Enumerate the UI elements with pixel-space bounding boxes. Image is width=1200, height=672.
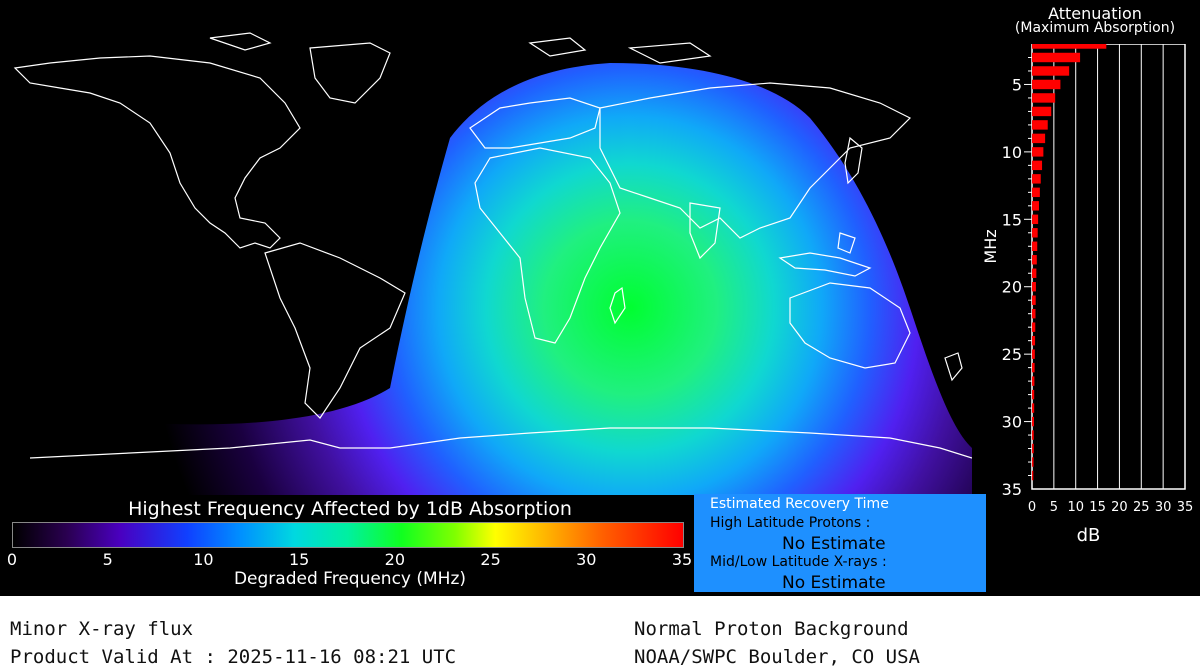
- attenuation-bar: [1032, 201, 1039, 211]
- x-tick-label: 30: [1155, 500, 1172, 515]
- y-tick-label: 15: [1002, 210, 1022, 229]
- map-graphic: [10, 8, 972, 495]
- attenuation-bar: [1032, 389, 1035, 400]
- attenuation-bar: [1032, 308, 1036, 319]
- attenuation-bar: [1032, 160, 1043, 171]
- attenuation-bar: [1032, 322, 1036, 332]
- attenuation-bar: [1032, 66, 1070, 76]
- attenuation-bar: [1032, 295, 1036, 305]
- attenuation-bar: [1032, 416, 1034, 427]
- colorbar-tick: 15: [288, 550, 310, 569]
- mid-low-latitude-value: No Estimate: [782, 573, 886, 593]
- source-credit: NOAA/SWPC Boulder, CO USA: [634, 646, 920, 668]
- attenuation-subtitle: (Maximum Absorption): [1014, 20, 1176, 36]
- attenuation-bar: [1032, 133, 1046, 144]
- attenuation-bar: [1032, 376, 1035, 386]
- x-tick-label: 15: [1089, 500, 1106, 515]
- colorbar-title: Highest Frequency Affected by 1dB Absorp…: [128, 498, 572, 520]
- colorbar-tick: 35: [671, 550, 693, 569]
- colorbar-tick: 10: [193, 550, 214, 569]
- attenuation-bar: [1032, 268, 1037, 278]
- attenuation-bar: [1032, 255, 1037, 265]
- attenuation-bar: [1032, 228, 1038, 238]
- y-tick-label: 5: [1012, 75, 1022, 94]
- attenuation-bar: [1032, 282, 1036, 292]
- high-latitude-value: No Estimate: [782, 534, 886, 554]
- recovery-title: Estimated Recovery Time: [710, 496, 889, 512]
- attenuation-bar: [1032, 214, 1039, 225]
- x-tick-label: 25: [1133, 500, 1150, 515]
- attenuation-bar: [1032, 430, 1034, 440]
- attenuation-bar: [1032, 335, 1036, 346]
- colorbar-tick: 25: [480, 550, 501, 569]
- x-tick-label: 5: [1050, 500, 1058, 515]
- coastlines: [13, 32, 972, 459]
- recovery-time-box: Estimated Recovery Time High Latitude Pr…: [694, 494, 986, 593]
- attenuation-bar: [1032, 349, 1035, 359]
- attenuation-bar: [1032, 403, 1035, 413]
- flux-status: Minor X-ray flux: [10, 618, 194, 640]
- colorbar-tick: 30: [576, 550, 597, 569]
- colorbar-tick: 20: [384, 550, 406, 569]
- x-tick-label: 0: [1028, 500, 1036, 515]
- y-tick-label: 35: [1002, 480, 1022, 499]
- y-tick-label: 30: [1002, 413, 1022, 432]
- attenuation-title: Attenuation: [1048, 4, 1142, 23]
- attenuation-bar: [1032, 106, 1052, 117]
- x-tick-label: 20: [1111, 500, 1128, 515]
- attenuation-bar: [1032, 93, 1056, 103]
- footer: Minor X-ray flux Product Valid At : 2025…: [0, 596, 1200, 672]
- colorbar-xlabel: Degraded Frequency (MHz): [233, 569, 467, 589]
- attenuation-bar: [1032, 79, 1061, 90]
- colorbar-tick: 5: [102, 550, 113, 569]
- attenuation-title-block: Attenuation (Maximum Absorption): [1000, 6, 1190, 36]
- x-tick-label: 35: [1177, 500, 1194, 515]
- mid-low-latitude-label: Mid/Low Latitude X-rays :: [710, 554, 887, 570]
- attenuation-bar: [1032, 457, 1034, 467]
- frequency-colorbar: [12, 522, 684, 548]
- y-axis-label: MHz: [981, 229, 1000, 263]
- attenuation-bar: [1032, 241, 1038, 251]
- y-tick-label: 25: [1002, 345, 1022, 364]
- attenuation-bar: [1032, 174, 1041, 184]
- product-valid-time: Product Valid At : 2025-11-16 08:21 UTC: [10, 646, 457, 668]
- x-tick-label: 10: [1067, 500, 1084, 515]
- high-latitude-label: High Latitude Protons :: [710, 515, 871, 531]
- attenuation-bar: [1032, 187, 1040, 198]
- proton-status: Normal Proton Background: [634, 618, 909, 640]
- absorption-map: [10, 8, 972, 495]
- y-tick-label: 10: [1002, 143, 1022, 162]
- attenuation-bar: [1032, 362, 1035, 373]
- colorbar-tick: 0: [6, 550, 18, 569]
- attenuation-bar: [1032, 443, 1034, 454]
- attenuation-bar: [1032, 147, 1044, 157]
- plot-frame: [1031, 44, 1186, 490]
- attenuation-bar: [1032, 470, 1034, 481]
- attenuation-bar: [1032, 52, 1081, 63]
- attenuation-bar: [1032, 44, 1107, 49]
- attenuation-bar: [1032, 120, 1048, 130]
- x-axis-label: dB: [1077, 525, 1101, 546]
- y-tick-label: 20: [1002, 278, 1022, 297]
